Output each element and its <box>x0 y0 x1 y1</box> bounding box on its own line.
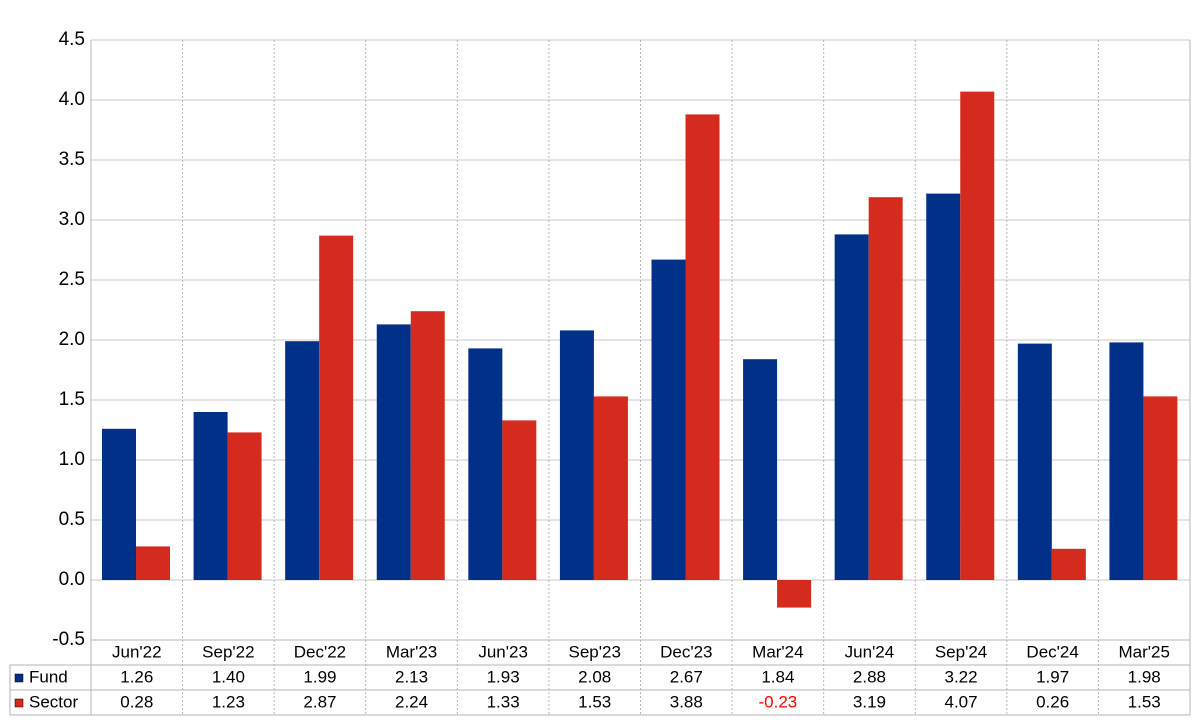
y-tick-label: 3.5 <box>59 149 85 170</box>
x-tick-label: Jun'24 <box>845 642 895 661</box>
value-label: 2.67 <box>670 667 703 686</box>
x-tick-label: Mar'25 <box>1118 642 1169 661</box>
value-label: 3.22 <box>944 667 977 686</box>
bar <box>834 234 869 580</box>
bar <box>410 311 445 580</box>
value-label: 0.28 <box>120 692 153 711</box>
bar <box>468 348 503 580</box>
bar <box>743 359 778 580</box>
x-tick-label: Jun'22 <box>112 642 162 661</box>
value-label: 2.88 <box>853 667 886 686</box>
bar <box>1017 343 1052 580</box>
bar <box>227 432 262 580</box>
x-tick-label: Mar'23 <box>386 642 437 661</box>
bar <box>960 91 995 580</box>
value-label: 3.19 <box>853 692 886 711</box>
value-label: 4.07 <box>944 692 977 711</box>
value-label: 2.08 <box>578 667 611 686</box>
bar <box>136 546 170 580</box>
value-label: 2.13 <box>395 667 428 686</box>
value-label: 1.53 <box>578 692 611 711</box>
bar <box>593 396 628 580</box>
legend-swatch <box>14 673 24 683</box>
value-label: 1.33 <box>487 692 520 711</box>
x-tick-label: Jun'23 <box>478 642 528 661</box>
x-tick-label: Dec'23 <box>660 642 712 661</box>
bar <box>102 428 136 580</box>
value-label: 1.53 <box>1128 692 1161 711</box>
bar <box>651 259 686 580</box>
x-tick-label: Dec'24 <box>1026 642 1078 661</box>
x-tick-label: Sep'22 <box>202 642 254 661</box>
y-tick-label: 2.0 <box>59 329 85 350</box>
value-label: 1.99 <box>303 667 336 686</box>
value-label: 2.87 <box>303 692 336 711</box>
y-tick-label: 3.0 <box>59 209 85 230</box>
x-tick-label: Sep'24 <box>935 642 987 661</box>
y-tick-label: -0.5 <box>52 629 85 650</box>
y-tick-label: 1.0 <box>59 449 85 470</box>
bar <box>926 193 961 580</box>
legend-swatch <box>14 698 24 708</box>
y-tick-label: 4.5 <box>59 29 85 50</box>
value-label: 1.40 <box>212 667 245 686</box>
y-tick-label: 4.0 <box>59 89 85 110</box>
bar <box>559 330 594 580</box>
x-tick-label: Dec'22 <box>294 642 346 661</box>
value-label: -0.23 <box>759 692 798 711</box>
bar <box>1109 342 1144 580</box>
value-label: 0.26 <box>1036 692 1069 711</box>
bar <box>777 580 812 608</box>
bar <box>285 341 320 580</box>
bar <box>319 235 354 580</box>
legend-label: Fund <box>29 667 68 686</box>
bar <box>868 197 903 580</box>
value-label: 3.88 <box>670 692 703 711</box>
bar <box>1143 396 1178 580</box>
value-label: 1.98 <box>1128 667 1161 686</box>
value-label: 2.24 <box>395 692 428 711</box>
value-label: 1.23 <box>212 692 245 711</box>
y-tick-label: 0.5 <box>59 509 85 530</box>
bar <box>376 324 411 580</box>
y-tick-label: 2.5 <box>59 269 85 290</box>
bar <box>502 420 537 580</box>
x-tick-label: Sep'23 <box>569 642 621 661</box>
value-label: 1.26 <box>120 667 153 686</box>
x-tick-label: Mar'24 <box>752 642 803 661</box>
value-label: 1.97 <box>1036 667 1069 686</box>
bar <box>193 412 228 580</box>
bar <box>1051 548 1086 580</box>
y-tick-label: 1.5 <box>59 389 85 410</box>
value-label: 1.93 <box>487 667 520 686</box>
value-label: 1.84 <box>761 667 794 686</box>
y-tick-label: 0.0 <box>59 569 85 590</box>
legend-label: Sector <box>29 692 78 711</box>
bar <box>685 114 720 581</box>
